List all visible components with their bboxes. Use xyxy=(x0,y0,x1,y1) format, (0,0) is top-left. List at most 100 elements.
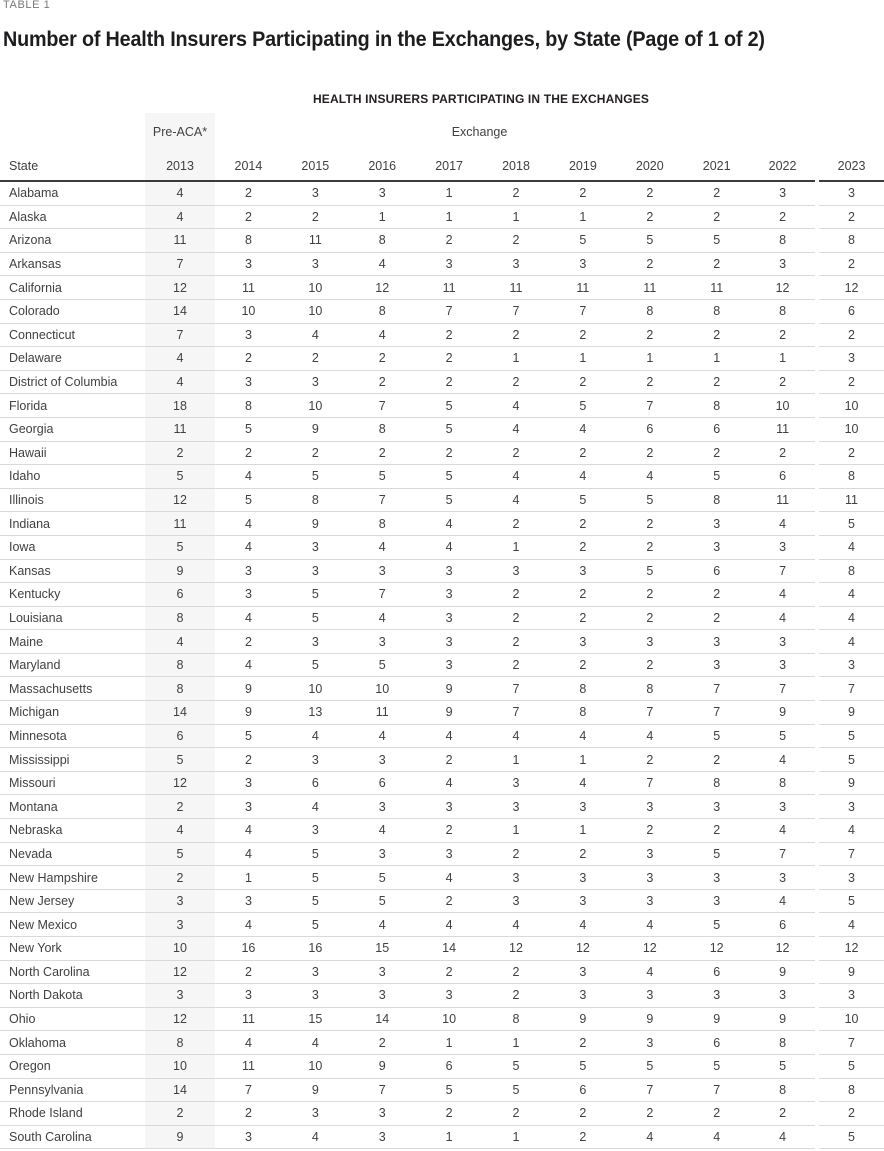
value-cell-2018: 7 xyxy=(482,299,550,324)
value-cell-2013: 12 xyxy=(145,960,215,985)
value-cell-2021: 7 xyxy=(683,1078,751,1103)
value-cell-2020: 4 xyxy=(616,912,684,937)
value-cell-2013: 5 xyxy=(145,464,215,489)
value-cell-2022: 2 xyxy=(750,323,818,348)
value-cell-2014: 3 xyxy=(215,889,282,914)
value-cell-2014: 11 xyxy=(215,1054,282,1079)
value-cell-2019: 2 xyxy=(549,370,617,395)
value-cell-2019: 2 xyxy=(549,842,617,867)
value-cell-2023: 2 xyxy=(815,1101,884,1126)
value-cell-2013: 9 xyxy=(145,1125,215,1150)
value-cell-2015: 10 xyxy=(281,275,349,300)
value-cell-2020: 8 xyxy=(616,676,684,702)
value-cell-2022: 9 xyxy=(750,1007,818,1032)
value-cell-2019: 7 xyxy=(549,299,617,324)
value-cell-2014: 3 xyxy=(215,370,282,395)
value-cell-2015: 6 xyxy=(281,771,349,796)
value-cell-2020: 2 xyxy=(616,653,684,678)
value-cell-2018: 4 xyxy=(482,417,550,442)
value-cell-2015: 9 xyxy=(281,1078,349,1103)
value-cell-2016: 5 xyxy=(348,464,416,489)
value-cell-2022: 7 xyxy=(750,559,818,584)
value-cell-2021: 5 xyxy=(683,912,751,937)
value-cell-2017: 3 xyxy=(415,606,483,631)
value-cell-2014: 16 xyxy=(215,936,282,961)
table-row: Georgia 11 5 9 8 5 4 4 6 6 11 10 xyxy=(0,417,884,442)
value-cell-2019: 3 xyxy=(549,629,617,654)
value-cell-2014: 3 xyxy=(215,252,282,277)
value-cell-2019: 3 xyxy=(549,865,617,890)
value-cell-2018: 1 xyxy=(482,818,550,843)
value-cell-2020: 2 xyxy=(616,252,684,277)
table-row: Connecticut 7 3 4 4 2 2 2 2 2 2 2 xyxy=(0,323,884,348)
value-cell-2013: 11 xyxy=(145,417,215,442)
value-cell-2017: 4 xyxy=(415,724,483,749)
table-row: Delaware 4 2 2 2 2 1 1 1 1 1 3 xyxy=(0,346,884,371)
value-cell-2022: 4 xyxy=(750,606,818,631)
value-cell-2014: 8 xyxy=(215,393,282,418)
value-cell-2018: 1 xyxy=(482,1030,550,1055)
value-cell-2013: 5 xyxy=(145,842,215,867)
state-name: Pennsylvania xyxy=(0,1078,145,1103)
value-cell-2020: 3 xyxy=(616,889,684,914)
state-name: Maine xyxy=(0,629,145,654)
value-cell-2022: 11 xyxy=(750,488,818,513)
value-cell-2019: 3 xyxy=(549,559,617,584)
value-cell-2013: 8 xyxy=(145,606,215,631)
value-cell-2021: 6 xyxy=(683,559,751,584)
value-cell-2016: 3 xyxy=(348,747,416,772)
year-header-2022: 2022 xyxy=(750,147,818,182)
value-cell-2020: 2 xyxy=(616,535,684,560)
state-name: Nevada xyxy=(0,842,145,867)
table-row: Ohio 12 11 15 14 10 8 9 9 9 9 10 xyxy=(0,1007,884,1032)
value-cell-2015: 2 xyxy=(281,346,349,371)
value-cell-2016: 4 xyxy=(348,252,416,277)
value-cell-2022: 3 xyxy=(750,535,818,560)
value-cell-2022: 4 xyxy=(750,747,818,772)
value-cell-2022: 7 xyxy=(750,842,818,867)
value-cell-2022: 3 xyxy=(750,794,818,820)
value-cell-2013: 7 xyxy=(145,323,215,348)
value-cell-2015: 3 xyxy=(281,370,349,395)
value-cell-2020: 3 xyxy=(616,842,684,867)
table-row: Michigan 14 9 13 11 9 7 8 7 7 9 9 xyxy=(0,700,884,725)
table-row: Pennsylvania 14 7 9 7 5 5 6 7 7 8 8 xyxy=(0,1078,884,1103)
value-cell-2023: 4 xyxy=(815,629,884,654)
value-cell-2014: 2 xyxy=(215,181,282,206)
state-name: Illinois xyxy=(0,488,145,513)
value-cell-2020: 5 xyxy=(616,559,684,584)
table-row: Oregon 10 11 10 9 6 5 5 5 5 5 5 xyxy=(0,1054,884,1079)
value-cell-2013: 6 xyxy=(145,724,215,749)
value-cell-2014: 9 xyxy=(215,676,282,702)
state-name: New Mexico xyxy=(0,912,145,937)
value-cell-2018: 7 xyxy=(482,676,550,702)
value-cell-2023: 7 xyxy=(815,1030,884,1055)
value-cell-2013: 4 xyxy=(145,205,215,230)
value-cell-2013: 2 xyxy=(145,441,215,466)
value-cell-2021: 5 xyxy=(683,1054,751,1079)
value-cell-2022: 12 xyxy=(750,936,818,961)
value-cell-2019: 5 xyxy=(549,228,617,253)
value-cell-2021: 3 xyxy=(683,535,751,560)
value-cell-2014: 4 xyxy=(215,653,282,678)
table-row: Massachusetts 8 9 10 10 9 7 8 8 7 7 7 xyxy=(0,676,884,702)
value-cell-2021: 3 xyxy=(683,653,751,678)
value-cell-2015: 3 xyxy=(281,747,349,772)
value-cell-2016: 9 xyxy=(348,1054,416,1079)
value-cell-2017: 10 xyxy=(415,1007,483,1032)
table-row: Kansas 9 3 3 3 3 3 3 5 6 7 8 xyxy=(0,559,884,584)
value-cell-2013: 12 xyxy=(145,488,215,513)
value-cell-2016: 12 xyxy=(348,275,416,300)
year-header-2021: 2021 xyxy=(683,147,751,182)
state-name: Iowa xyxy=(0,535,145,560)
exchange-group-header: Exchange xyxy=(451,125,508,139)
column-header-row: State 2013 2014 2015 2016 2017 2018 2019… xyxy=(0,147,884,182)
value-cell-2022: 6 xyxy=(750,464,818,489)
value-cell-2018: 1 xyxy=(482,747,550,772)
value-cell-2019: 5 xyxy=(549,393,617,418)
value-cell-2015: 5 xyxy=(281,653,349,678)
state-name: Oregon xyxy=(0,1054,145,1079)
value-cell-2016: 4 xyxy=(348,724,416,749)
value-cell-2016: 3 xyxy=(348,983,416,1008)
value-cell-2021: 6 xyxy=(683,417,751,442)
